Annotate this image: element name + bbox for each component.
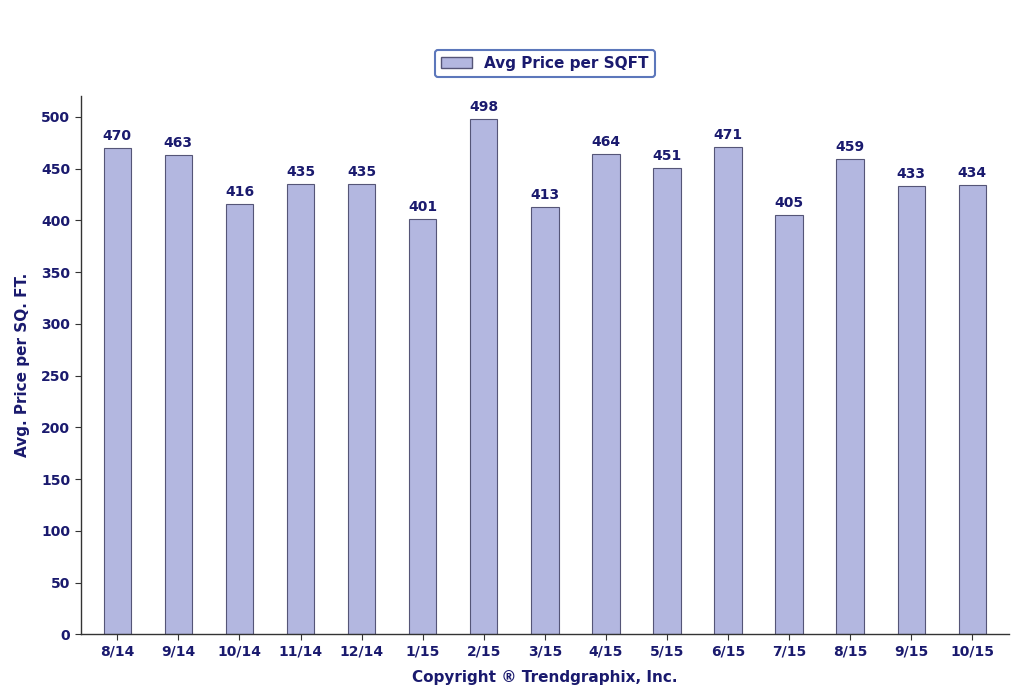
Bar	[898, 186, 925, 634]
Bar	[775, 216, 803, 634]
Bar	[531, 207, 558, 634]
Text: 433: 433	[897, 167, 926, 181]
Text: 470: 470	[102, 129, 132, 143]
Bar	[958, 186, 986, 634]
Legend: Avg Price per SQFT: Avg Price per SQFT	[435, 50, 654, 77]
Bar	[287, 184, 314, 634]
X-axis label: Copyright ® Trendgraphix, Inc.: Copyright ® Trendgraphix, Inc.	[412, 670, 678, 685]
Text: 434: 434	[957, 166, 987, 180]
Bar	[348, 184, 376, 634]
Bar	[715, 147, 741, 634]
Bar	[837, 160, 864, 634]
Text: 401: 401	[409, 200, 437, 214]
Bar	[653, 168, 681, 634]
Text: 435: 435	[286, 165, 315, 179]
Bar	[470, 119, 498, 634]
Bar	[165, 155, 193, 634]
Text: 471: 471	[714, 128, 742, 142]
Text: 416: 416	[225, 185, 254, 199]
Text: 459: 459	[836, 140, 864, 154]
Text: 451: 451	[652, 148, 682, 162]
Text: 435: 435	[347, 165, 376, 179]
Text: 405: 405	[774, 196, 804, 210]
Bar	[225, 204, 253, 634]
Text: 498: 498	[469, 100, 499, 114]
Text: 463: 463	[164, 136, 193, 150]
Text: 464: 464	[591, 135, 621, 149]
Bar	[592, 154, 620, 634]
Bar	[409, 219, 436, 634]
Text: 413: 413	[530, 188, 559, 202]
Bar	[103, 148, 131, 634]
Y-axis label: Avg. Price per SQ. FT.: Avg. Price per SQ. FT.	[15, 273, 30, 458]
